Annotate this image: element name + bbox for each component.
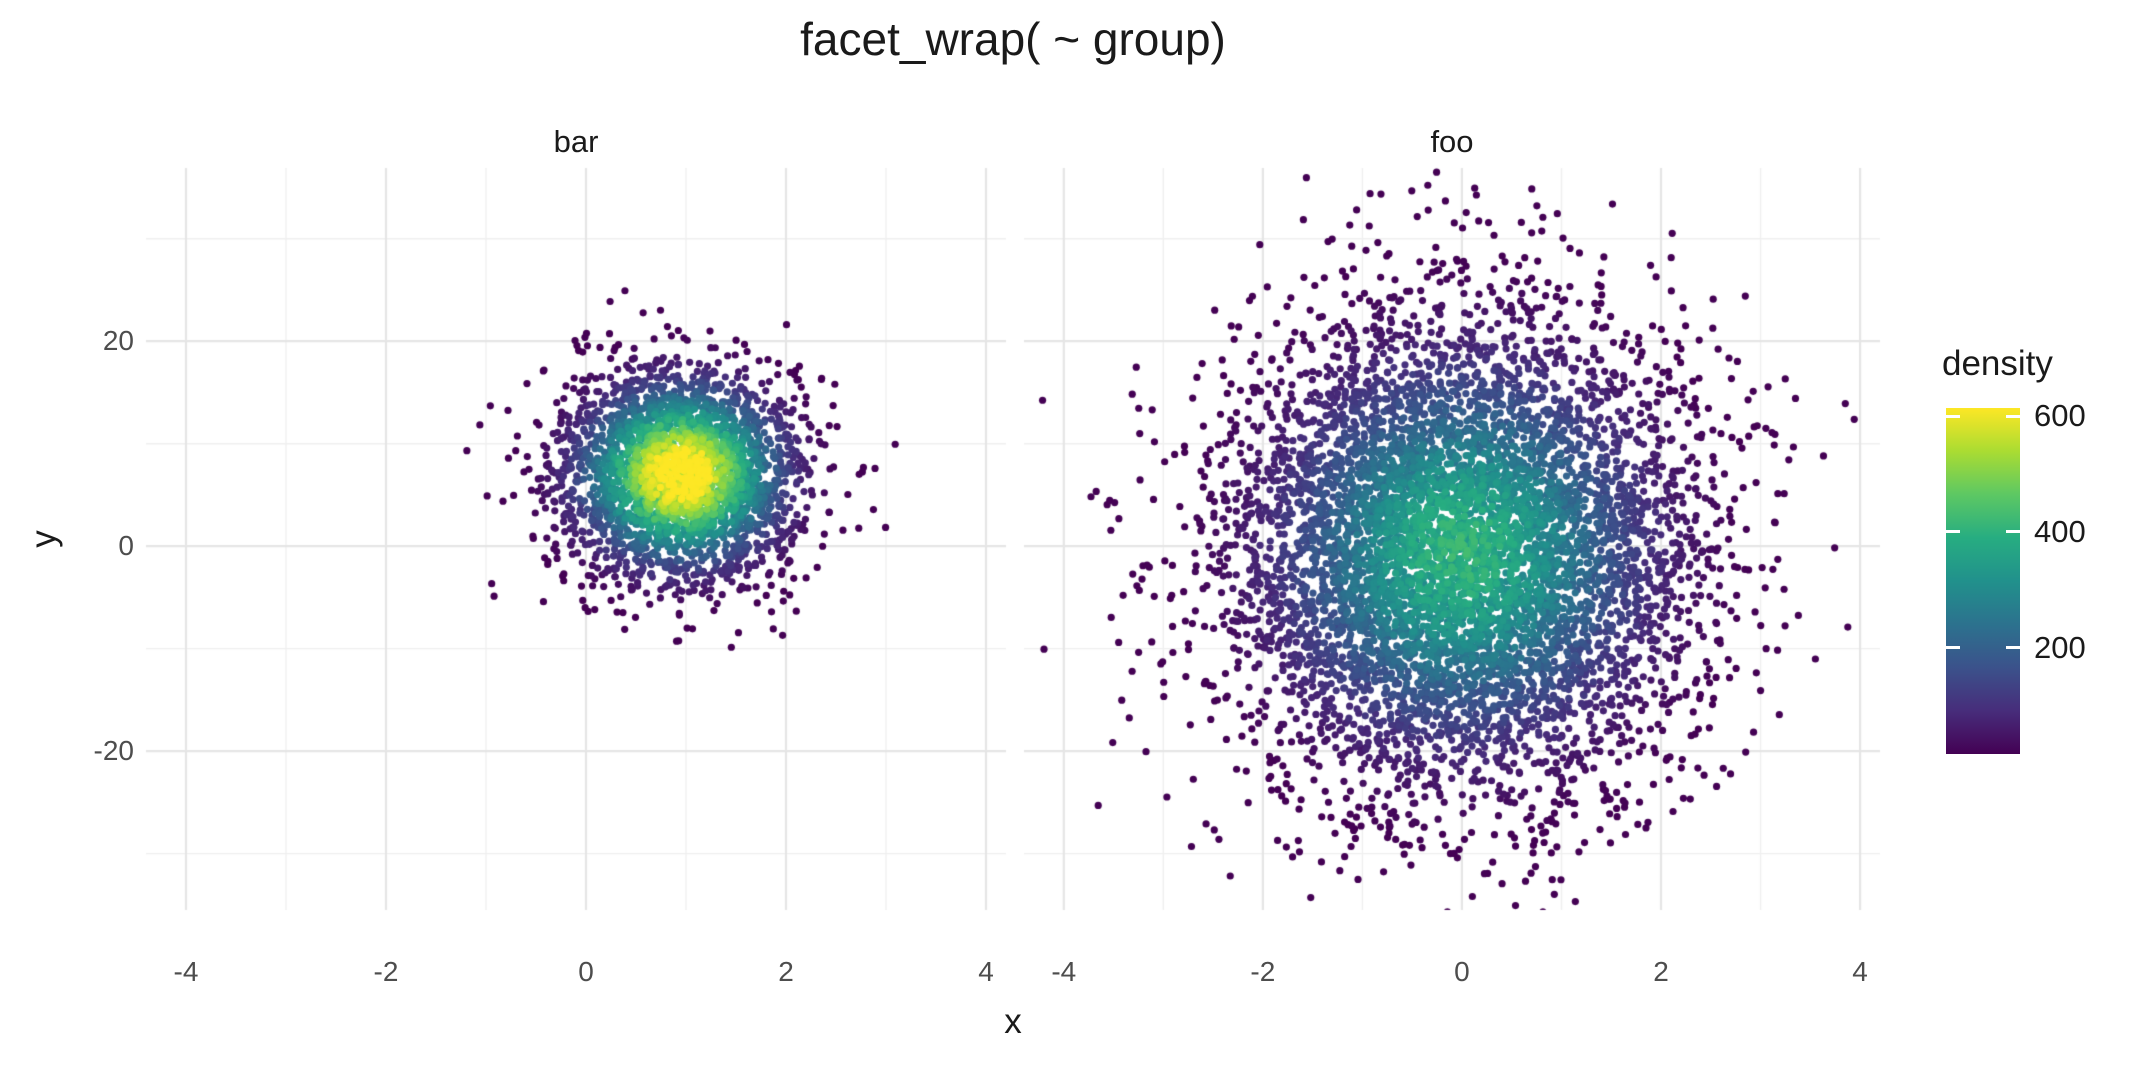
facet-strip-label-bar: bar bbox=[553, 124, 599, 159]
x-tick-label: 2 bbox=[778, 956, 794, 987]
x-tick-label: 4 bbox=[978, 956, 994, 987]
legend-tick-label: 200 bbox=[2034, 629, 2086, 665]
y-tick-label: 20 bbox=[102, 325, 134, 357]
x-tick-label: -2 bbox=[373, 956, 399, 987]
legend-tick-label: 400 bbox=[2034, 513, 2086, 549]
legend-colorbar bbox=[1946, 408, 2020, 754]
x-tick-label: -4 bbox=[1051, 956, 1077, 987]
x-tick-label: -2 bbox=[1250, 956, 1276, 987]
legend-tick-mark bbox=[2006, 646, 2020, 650]
x-tick-label: 2 bbox=[1653, 956, 1669, 987]
x-tick-label: -4 bbox=[173, 956, 199, 987]
legend-tick-label: 600 bbox=[2034, 398, 2086, 434]
legend-title: density bbox=[1942, 344, 2053, 383]
legend-tick-mark bbox=[1946, 646, 1960, 650]
y-tick-label: 0 bbox=[118, 530, 134, 562]
y-tick-label: -20 bbox=[93, 735, 134, 767]
legend-tick-mark bbox=[2006, 530, 2020, 534]
x-tick-label: 0 bbox=[578, 956, 594, 987]
plot-title: facet_wrap( ~ group) bbox=[800, 13, 1226, 65]
legend-tick-mark bbox=[2006, 414, 2020, 418]
x-tick-label: 0 bbox=[1454, 956, 1470, 987]
x-axis-title: x bbox=[1004, 1002, 1022, 1041]
legend-tick-mark bbox=[1946, 414, 1960, 418]
facet-strip-label-foo: foo bbox=[1430, 124, 1474, 159]
x-tick-label: 4 bbox=[1852, 956, 1868, 987]
legend-tick-mark bbox=[1946, 530, 1960, 534]
